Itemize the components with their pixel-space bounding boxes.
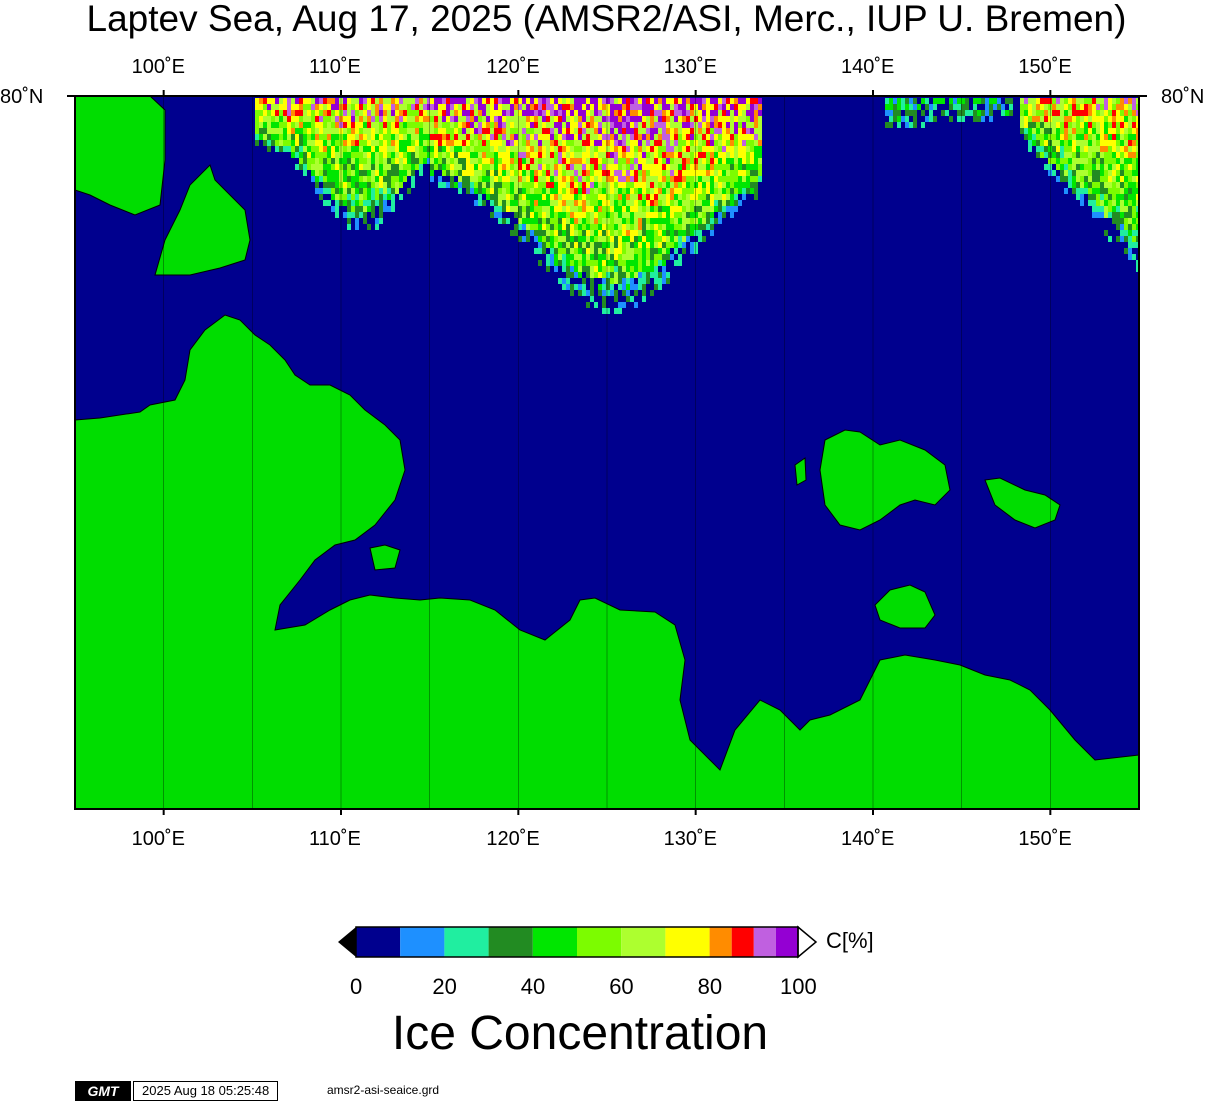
timestamp: 2025 Aug 18 05:25:48 — [133, 1081, 279, 1101]
lon-tick-label: 110˚E — [309, 56, 361, 78]
grid-filename: amsr2-asi-seaice.grd — [327, 1083, 440, 1097]
colorbar-bin — [753, 927, 776, 957]
colorbar — [338, 924, 818, 960]
colorbar-max-triangle — [797, 925, 818, 959]
colorbar-bins — [338, 925, 818, 959]
colorbar-bin — [532, 927, 577, 957]
lat-label-left: 80˚N — [0, 86, 44, 108]
colorbar-bin — [488, 927, 533, 957]
lon-tick-label: 100˚E — [131, 828, 186, 850]
colorbar-bin — [444, 927, 489, 957]
land-nw-2 — [154, 164, 251, 276]
lon-tick-label: 140˚E — [841, 56, 895, 78]
gmt-logo: GMT — [75, 1081, 131, 1101]
colorbar-tick-label: 80 — [697, 974, 723, 999]
lon-tick-label: 130˚E — [663, 828, 718, 850]
land-nsi-1 — [819, 429, 951, 531]
colorbar-tick-label: 40 — [520, 974, 546, 999]
lon-tick-label: 130˚E — [663, 56, 718, 78]
map-area: 100˚E 110˚E 120˚E 130˚E 140˚E 150˚E 100˚E 110˚… — [0, 56, 1205, 850]
lon-tick-label: 100˚E — [131, 56, 186, 78]
land-nw-1 — [75, 96, 166, 216]
sea-ice-map — [67, 90, 1147, 815]
colorbar-bin — [577, 927, 622, 957]
colorbar-bin — [356, 927, 401, 957]
land-small-2 — [794, 457, 807, 486]
colorbar-tick-label: 20 — [432, 974, 457, 999]
lon-tick-label: 150˚E — [1018, 828, 1072, 850]
colorbar-tick-label: 60 — [609, 974, 634, 999]
lon-tick-label: 150˚E — [1018, 56, 1072, 78]
lat-label-right: 80˚N — [1161, 86, 1205, 108]
colorbar-tick-label: 100 — [780, 974, 817, 999]
colorbar-bin — [665, 927, 710, 957]
colorbar-bin — [709, 927, 732, 957]
land-nsi-2 — [984, 477, 1061, 529]
colorbar-bin — [775, 927, 798, 957]
colorbar-title: Ice Concentration — [391, 1007, 769, 1060]
colorbar-min-triangle — [338, 927, 356, 957]
colorbar-tick-label: 0 — [350, 974, 363, 999]
colorbar-bin — [731, 927, 754, 957]
lon-tick-label: 120˚E — [486, 828, 540, 850]
lon-tick-label: 120˚E — [486, 56, 540, 78]
ice-concentration-layer — [255, 98, 1139, 314]
lon-tick-label: 140˚E — [841, 828, 895, 850]
map-frame — [74, 95, 1140, 810]
lon-tick-label: 110˚E — [309, 828, 361, 850]
map-title: Laptev Sea, Aug 17, 2025 (AMSR2/ASI, Mer… — [86, 0, 1127, 39]
colorbar-bin — [400, 927, 445, 957]
colorbar-unit: C[%] — [826, 928, 874, 953]
land-nsi-3 — [874, 584, 936, 629]
land-small-1 — [369, 544, 401, 571]
colorbar-bin — [621, 927, 666, 957]
